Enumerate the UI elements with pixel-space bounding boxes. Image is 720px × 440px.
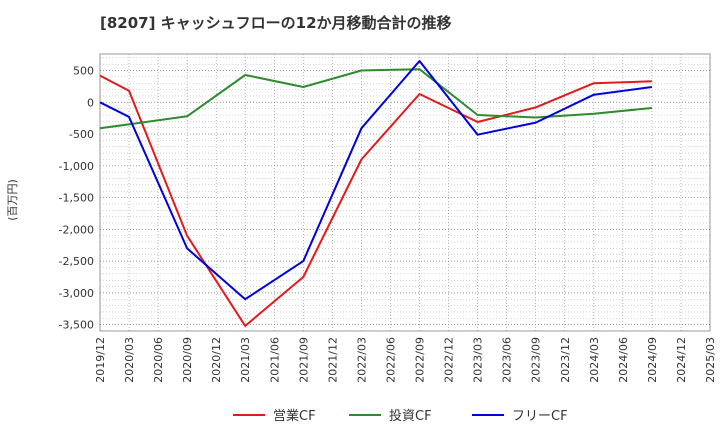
x-tick-label: 2023/03 <box>472 337 485 383</box>
x-tick-label: 2020/06 <box>152 337 165 383</box>
y-tick-label: -2,500 <box>59 255 94 268</box>
x-tick-label: 2021/03 <box>239 337 252 383</box>
x-tick-label: 2024/12 <box>675 337 688 383</box>
x-tick-label: 2020/03 <box>123 337 136 383</box>
x-tick-label: 2023/06 <box>501 337 514 383</box>
x-tick-label: 2023/12 <box>559 337 572 383</box>
x-tick-label: 2022/09 <box>414 337 427 383</box>
x-tick-labels: 2019/12 2020/03 2020/06 2020/09 2020/12 2021/… <box>94 337 717 383</box>
legend: 営業CF 投資CF フリーCF <box>233 408 568 424</box>
plot-area <box>99 53 711 332</box>
y-tick-label: 500 <box>73 65 94 78</box>
y-tick-label: -2,000 <box>59 223 94 236</box>
y-tick-label: -500 <box>69 128 94 141</box>
y-axis-label: (百万円) <box>6 179 19 221</box>
legend-label: 投資CF <box>389 408 432 424</box>
y-tick-label: -1,000 <box>59 160 94 173</box>
x-tick-label: 2024/09 <box>646 337 659 383</box>
x-tick-label: 2021/12 <box>326 337 339 383</box>
series-lines <box>99 60 653 327</box>
x-tick-label: 2020/09 <box>181 337 194 383</box>
x-tick-label: 2022/12 <box>443 337 456 383</box>
y-tick-label: -1,500 <box>59 192 94 205</box>
x-tick-label: 2020/12 <box>210 337 223 383</box>
x-tick-label: 2024/06 <box>617 337 630 383</box>
x-tick-label: 2025/03 <box>704 337 717 383</box>
x-tick-label: 2022/06 <box>384 337 397 383</box>
series-line-営業CF <box>99 74 652 327</box>
x-tick-label: 2019/12 <box>94 337 107 383</box>
series-line-フリーCF <box>99 60 653 301</box>
x-tick-label: 2023/09 <box>530 337 543 383</box>
series-line-投資CF <box>99 68 652 130</box>
x-tick-label: 2021/09 <box>297 337 310 383</box>
y-tick-label: -3,000 <box>59 287 94 300</box>
x-tick-label: 2022/03 <box>355 337 368 383</box>
chart-title: [8207] キャッシュフローの12か月移動合計の推移 <box>100 14 452 32</box>
y-tick-label: 0 <box>87 96 94 109</box>
x-tick-label: 2021/06 <box>268 337 281 383</box>
legend-label: 営業CF <box>273 408 316 424</box>
y-tick-label: -3,500 <box>59 319 94 332</box>
x-tick-label: 2024/03 <box>588 337 601 383</box>
y-tick-labels: 500 0 -500 -1,000 -1,500 -2,000 -2,500 -3,000 -3… <box>59 65 94 332</box>
legend-label: フリーCF <box>512 409 568 424</box>
